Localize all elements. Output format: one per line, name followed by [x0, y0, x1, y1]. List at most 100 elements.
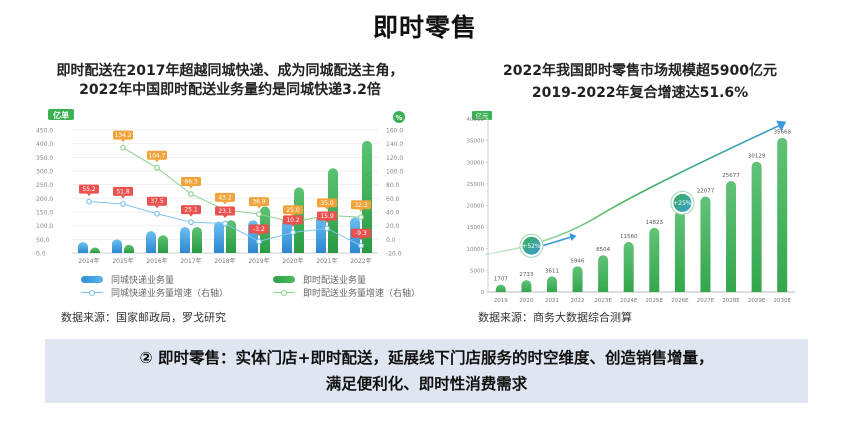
bar: 11560 2024E [620, 234, 638, 304]
right-chart-title-line2: 2019-2022年复合增速达51.6% [531, 85, 749, 101]
svg-text:350.0: 350.0 [36, 155, 53, 162]
green-bar-swatch-icon [273, 276, 295, 283]
data-label: 43.2 [215, 192, 235, 205]
svg-text:2028E: 2028E [722, 298, 740, 304]
data-label: -3.2 [249, 224, 269, 237]
left-combo-chart: 亿单 % 0.0 50.0 100.0 150.0 200.0 250.0 300.0 350.0… [36, 109, 405, 265]
svg-text:+52%: +52% [522, 243, 541, 250]
svg-text:5946: 5946 [571, 258, 585, 264]
green-line-marker-icon [273, 289, 295, 297]
svg-text:450.0: 450.0 [36, 128, 53, 135]
bar: 5946 2022 [571, 258, 585, 304]
svg-text:2017年: 2017年 [180, 257, 201, 265]
svg-text:25.1: 25.1 [184, 207, 198, 214]
right-data-source: 数据来源：商务大数据综合测算 [478, 311, 632, 324]
svg-text:10000: 10000 [467, 247, 485, 253]
svg-text:120.0: 120.0 [386, 155, 403, 162]
bar: 35668 2030E [773, 130, 791, 304]
data-label: 55.2 [79, 184, 99, 197]
svg-text:-20.0: -20.0 [386, 251, 402, 258]
data-label: 104.7 [147, 150, 167, 163]
data-label: 66.3 [181, 177, 201, 189]
svg-text:14823: 14823 [646, 220, 664, 226]
bar-group: 2021年 [316, 168, 338, 265]
blue-bar-swatch-icon [81, 276, 103, 283]
bar: 14823 2025E [646, 220, 664, 304]
svg-text:2019年: 2019年 [248, 257, 269, 265]
blue-line-marker-icon [81, 289, 103, 297]
left-chart-title: 即时配送在2017年超越同城快递、成为同城配送主角， 2022年中国即时配送业务… [20, 62, 440, 100]
svg-text:60.0: 60.0 [386, 196, 400, 203]
svg-text:140.0: 140.0 [386, 141, 403, 148]
legend-label: 即时配送业务量增速（右轴） [303, 289, 421, 299]
svg-text:160.0: 160.0 [386, 128, 403, 135]
svg-text:2019: 2019 [494, 298, 508, 304]
svg-text:32.3: 32.3 [354, 202, 368, 209]
bar: 1707 2019 [494, 277, 508, 304]
svg-text:66.3: 66.3 [184, 179, 198, 186]
svg-text:51.8: 51.8 [116, 188, 130, 195]
svg-text:30000: 30000 [467, 160, 485, 166]
svg-text:0.0: 0.0 [386, 237, 396, 244]
svg-text:15000: 15000 [467, 225, 485, 231]
svg-text:2021: 2021 [545, 298, 559, 304]
svg-text:134.2: 134.2 [114, 132, 131, 139]
svg-text:104.7: 104.7 [148, 152, 165, 159]
svg-text:-3.2: -3.2 [253, 226, 265, 233]
svg-text:55.2: 55.2 [82, 186, 96, 193]
bar: 187992026E [671, 203, 689, 304]
bar: 8504 2023E [594, 247, 612, 304]
svg-text:25677: 25677 [722, 173, 740, 179]
svg-text:3611: 3611 [545, 268, 559, 274]
svg-text:+25%: +25% [673, 200, 692, 207]
svg-text:2020: 2020 [519, 298, 533, 304]
svg-text:300.0: 300.0 [36, 169, 53, 176]
legend-label: 同城快递业务量 [111, 276, 175, 286]
data-label: 10.2 [283, 215, 303, 227]
bar-group: 2017年 [180, 227, 202, 265]
right-chart-title-line1: 2022年我国即时零售市场规模超5900亿元 [503, 63, 777, 79]
data-label: 32.3 [351, 200, 371, 212]
svg-text:35668: 35668 [773, 130, 791, 136]
svg-text:5000: 5000 [470, 268, 484, 274]
svg-text:2023E: 2023E [594, 298, 612, 304]
svg-text:2022年: 2022年 [350, 257, 371, 265]
svg-text:50.0: 50.0 [36, 237, 50, 244]
svg-text:2026E: 2026E [671, 298, 689, 304]
svg-text:150.0: 150.0 [36, 210, 53, 217]
left-axis-unit-badge: 亿单 [48, 109, 74, 120]
cagr-badge-2019-2022: +52% [519, 233, 544, 258]
svg-text:2021年: 2021年 [316, 257, 337, 265]
data-label: 134.2 [113, 130, 133, 143]
svg-text:2022: 2022 [571, 298, 585, 304]
legend-label: 同城快递业务量增速（右轴） [111, 289, 229, 299]
svg-text:10.2: 10.2 [286, 217, 300, 224]
svg-text:2014年: 2014年 [78, 257, 99, 265]
left-data-source: 数据来源：国家邮政局，罗戈研究 [61, 311, 226, 324]
svg-text:1707: 1707 [494, 277, 508, 283]
bar-group: 2015年 [112, 239, 134, 265]
percent-icon: % [393, 111, 405, 123]
svg-text:43.2: 43.2 [218, 194, 232, 201]
svg-text:2733: 2733 [519, 272, 533, 278]
svg-text:250.0: 250.0 [36, 182, 53, 189]
svg-text:36.9: 36.9 [252, 199, 266, 206]
bar: 25677 2028E [722, 173, 740, 304]
svg-text:25000: 25000 [467, 182, 485, 188]
svg-text:2015年: 2015年 [112, 257, 133, 265]
right-chart-title: 2022年我国即时零售市场规模超5900亿元 2019-2022年复合增速达51… [460, 60, 820, 104]
svg-text:2025E: 2025E [646, 298, 664, 304]
svg-text:%: % [395, 114, 402, 122]
bar-group: 2018年 [214, 220, 236, 265]
svg-text:40000: 40000 [467, 117, 485, 123]
svg-text:35000: 35000 [467, 139, 485, 145]
svg-text:2029E: 2029E [748, 298, 766, 304]
svg-text:2030E: 2030E [773, 298, 791, 304]
left-chart-title-line2: 2022年中国即时配送业务量约是同城快递3.2倍 [79, 82, 381, 98]
page-title: 即时零售 [372, 13, 477, 42]
svg-text:15.9: 15.9 [320, 213, 334, 220]
bar: 30129 2029E [748, 154, 766, 304]
svg-text:400.0: 400.0 [36, 141, 53, 148]
svg-text:亿单: 亿单 [53, 110, 69, 120]
svg-text:23.1: 23.1 [218, 208, 232, 215]
